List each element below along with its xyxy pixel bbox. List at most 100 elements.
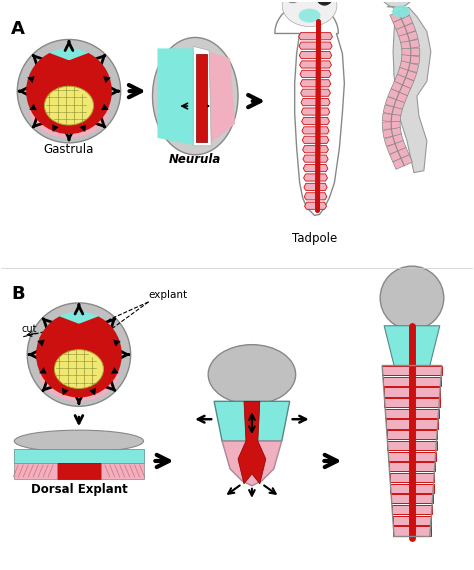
Polygon shape (101, 104, 109, 110)
Bar (386, 420, 438, 429)
Polygon shape (37, 340, 45, 347)
Polygon shape (304, 193, 319, 200)
Polygon shape (79, 124, 86, 132)
Ellipse shape (208, 345, 296, 404)
Ellipse shape (299, 9, 320, 23)
Polygon shape (319, 127, 329, 134)
Polygon shape (383, 128, 401, 138)
Polygon shape (299, 51, 319, 59)
Polygon shape (394, 74, 414, 88)
Polygon shape (301, 89, 319, 96)
Bar (393, 526, 430, 536)
Bar (196, 54, 207, 142)
Polygon shape (319, 89, 330, 96)
Bar (383, 388, 440, 397)
Bar (392, 516, 431, 525)
Polygon shape (393, 15, 413, 30)
Ellipse shape (55, 349, 103, 388)
Polygon shape (299, 32, 319, 40)
Ellipse shape (282, 0, 337, 27)
Polygon shape (300, 70, 319, 78)
Polygon shape (319, 51, 332, 59)
Polygon shape (387, 140, 406, 154)
Polygon shape (27, 76, 35, 83)
Ellipse shape (316, 0, 333, 6)
Ellipse shape (153, 38, 238, 155)
Polygon shape (387, 7, 431, 173)
Polygon shape (319, 155, 328, 162)
Polygon shape (319, 80, 331, 87)
Text: Gastrula: Gastrula (44, 142, 94, 156)
Bar (387, 441, 437, 450)
Ellipse shape (45, 86, 93, 125)
Polygon shape (384, 326, 440, 365)
Polygon shape (275, 4, 345, 215)
Polygon shape (319, 70, 331, 78)
Polygon shape (304, 184, 319, 190)
Polygon shape (157, 48, 197, 146)
Polygon shape (113, 340, 121, 347)
Circle shape (27, 303, 131, 406)
Bar (382, 366, 442, 375)
Text: A: A (11, 19, 25, 38)
Polygon shape (319, 32, 332, 40)
Bar (388, 451, 436, 461)
Polygon shape (302, 146, 319, 153)
Polygon shape (319, 165, 328, 172)
Circle shape (36, 312, 122, 397)
Bar (387, 430, 438, 439)
Polygon shape (103, 76, 111, 83)
Circle shape (17, 39, 121, 143)
Polygon shape (301, 80, 319, 87)
Polygon shape (305, 202, 319, 209)
Polygon shape (301, 117, 319, 125)
Polygon shape (391, 82, 410, 96)
Polygon shape (382, 121, 401, 129)
Polygon shape (52, 124, 59, 132)
Polygon shape (401, 55, 420, 64)
Polygon shape (14, 449, 144, 463)
Ellipse shape (392, 6, 410, 18)
Polygon shape (400, 61, 419, 72)
Text: Tadpole: Tadpole (292, 232, 337, 245)
Polygon shape (303, 174, 319, 181)
Circle shape (380, 266, 444, 329)
Polygon shape (319, 99, 330, 105)
Polygon shape (401, 39, 419, 50)
Polygon shape (319, 42, 332, 49)
Polygon shape (214, 401, 290, 441)
Polygon shape (319, 136, 329, 144)
Polygon shape (29, 104, 37, 110)
Polygon shape (300, 61, 319, 68)
Polygon shape (238, 401, 266, 484)
Ellipse shape (14, 430, 144, 452)
Bar (384, 398, 439, 408)
Polygon shape (39, 367, 47, 374)
Polygon shape (396, 23, 416, 37)
Polygon shape (388, 89, 408, 103)
Polygon shape (402, 48, 420, 56)
Text: Dorsal Explant: Dorsal Explant (30, 483, 128, 496)
Polygon shape (303, 155, 319, 162)
Polygon shape (222, 441, 282, 486)
Polygon shape (319, 202, 327, 209)
Polygon shape (390, 148, 409, 162)
Polygon shape (319, 61, 331, 68)
Polygon shape (397, 67, 417, 80)
Polygon shape (385, 97, 405, 110)
Polygon shape (299, 42, 319, 49)
Polygon shape (384, 134, 403, 146)
Polygon shape (319, 146, 328, 153)
Bar (57, 463, 101, 479)
Polygon shape (319, 193, 327, 200)
Text: explant: explant (148, 290, 188, 300)
Circle shape (284, 0, 301, 3)
Polygon shape (302, 127, 319, 134)
Polygon shape (319, 117, 329, 125)
Text: cut: cut (21, 324, 37, 333)
Polygon shape (89, 388, 96, 396)
Polygon shape (303, 165, 319, 172)
Polygon shape (382, 113, 401, 123)
Polygon shape (26, 53, 112, 134)
Polygon shape (193, 46, 211, 146)
